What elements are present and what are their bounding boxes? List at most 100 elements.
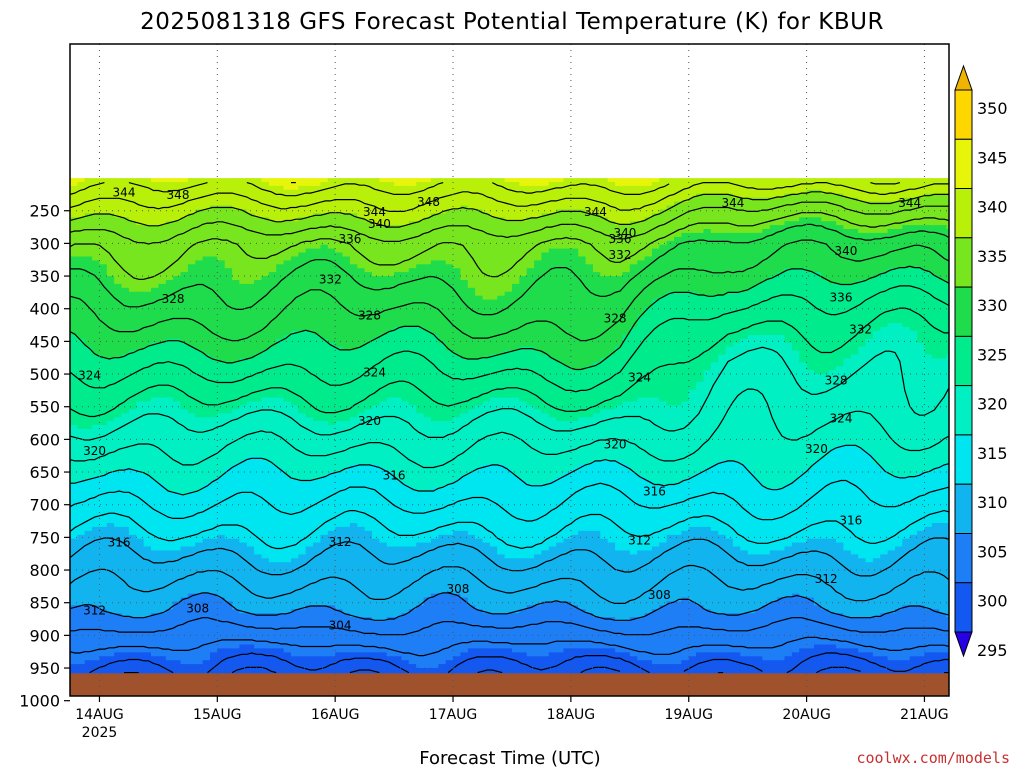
- color-cell: [239, 362, 248, 367]
- color-cell: [232, 232, 241, 238]
- color-cell: [121, 354, 130, 359]
- color-cell: [202, 366, 211, 371]
- color-cell: [357, 240, 366, 246]
- color-cell: [114, 413, 123, 418]
- color-cell: [357, 193, 366, 199]
- color-cell: [114, 483, 123, 489]
- color-cell: [202, 315, 211, 320]
- color-cell: [92, 389, 101, 395]
- color-cell: [327, 366, 336, 371]
- color-cell: [357, 185, 366, 191]
- color-cell: [195, 648, 204, 653]
- color-cell: [283, 256, 292, 261]
- color-cell: [165, 389, 174, 395]
- color-cell: [268, 346, 277, 352]
- color-cell: [187, 256, 196, 261]
- color-cell: [151, 589, 159, 595]
- color-cell: [158, 656, 167, 661]
- color-cell: [349, 432, 358, 438]
- color-cell: [232, 585, 241, 591]
- color-cell: [283, 503, 292, 508]
- color-cell: [335, 440, 344, 446]
- color-cell: [128, 660, 137, 665]
- color-cell: [291, 389, 299, 395]
- color-cell: [173, 581, 182, 587]
- color-cell: [261, 319, 270, 324]
- color-cell: [121, 487, 130, 493]
- color-cell: [239, 409, 248, 414]
- color-cell: [217, 668, 226, 673]
- color-cell: [268, 483, 277, 489]
- color-cell: [327, 229, 336, 234]
- color-cell: [210, 425, 218, 430]
- color-cell: [291, 201, 299, 207]
- color-cell: [342, 185, 351, 191]
- color-cell: [246, 558, 255, 563]
- color-cell: [180, 342, 189, 348]
- color-cell: [224, 413, 233, 418]
- color-cell: [232, 476, 241, 481]
- color-cell: [84, 268, 93, 273]
- color-cell: [327, 491, 336, 497]
- color-cell: [342, 460, 351, 465]
- color-cell: [195, 346, 204, 352]
- color-cell: [84, 503, 93, 508]
- color-cell: [121, 444, 130, 450]
- color-cell: [121, 460, 130, 465]
- color-cell: [232, 334, 241, 340]
- color-cell: [224, 589, 233, 595]
- color-cell: [210, 417, 218, 422]
- color-cell: [320, 472, 329, 477]
- color-cell: [276, 334, 285, 340]
- color-cell: [121, 554, 130, 559]
- color-cell: [298, 303, 307, 308]
- color-cell: [283, 523, 292, 528]
- color-cell: [187, 221, 196, 226]
- color-cell: [173, 354, 182, 359]
- color-cell: [305, 542, 314, 548]
- color-cell: [320, 636, 329, 642]
- color-cell: [187, 287, 196, 293]
- color-cell: [313, 495, 322, 501]
- color-cell: [187, 299, 196, 305]
- color-cell: [173, 660, 182, 665]
- color-cell: [239, 554, 248, 559]
- color-cell: [232, 530, 241, 536]
- color-cell: [84, 487, 93, 493]
- color-cell: [239, 295, 248, 301]
- color-cell: [173, 546, 182, 551]
- color-cell: [128, 566, 137, 571]
- color-cell: [210, 315, 218, 320]
- color-cell: [224, 526, 233, 532]
- color-cell: [158, 632, 167, 638]
- color-cell: [305, 350, 314, 355]
- color-cell: [195, 668, 204, 673]
- color-cell: [268, 225, 277, 230]
- color-cell: [187, 342, 196, 348]
- color-cell: [165, 421, 174, 426]
- color-cell: [298, 597, 307, 602]
- color-cell: [357, 217, 366, 222]
- color-cell: [143, 272, 152, 277]
- color-cell: [298, 542, 307, 548]
- color-cell: [202, 613, 211, 618]
- color-cell: [313, 487, 322, 493]
- color-cell: [99, 479, 108, 485]
- color-cell: [291, 189, 299, 195]
- color-cell: [114, 209, 123, 214]
- color-cell: [114, 609, 123, 614]
- color-cell: [239, 664, 248, 669]
- color-cell: [151, 546, 159, 551]
- color-cell: [335, 236, 344, 242]
- color-cell: [327, 405, 336, 410]
- color-cell: [77, 413, 86, 418]
- color-cell: [335, 574, 344, 579]
- color-cell: [99, 209, 108, 214]
- color-cell: [195, 268, 204, 273]
- color-cell: [261, 346, 270, 352]
- color-cell: [70, 440, 78, 446]
- color-cell: [114, 280, 123, 285]
- color-cell: [291, 252, 299, 257]
- color-cell: [349, 436, 358, 442]
- color-cell: [298, 185, 307, 191]
